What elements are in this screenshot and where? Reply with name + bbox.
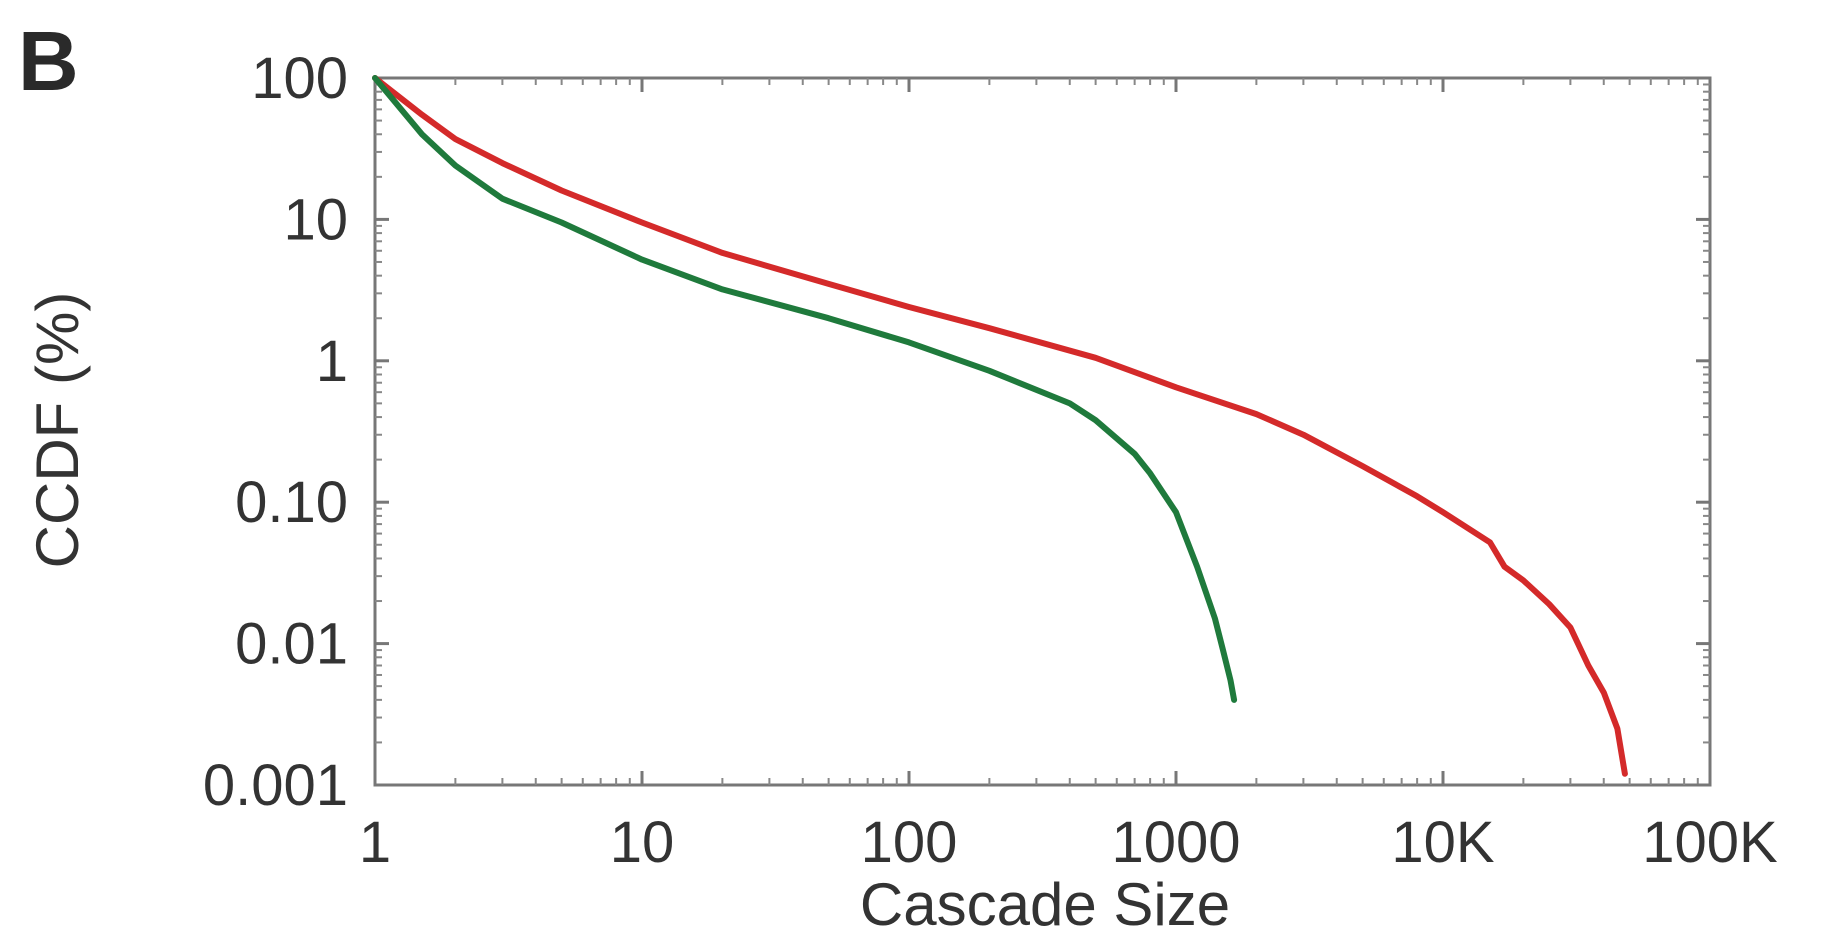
x-tick-label: 100K <box>1642 810 1778 875</box>
x-axis-title: Cascade Size <box>860 871 1230 938</box>
x-tick-label: 10 <box>610 810 675 875</box>
x-tick-label: 100 <box>861 810 958 875</box>
x-tick-label: 1000 <box>1111 810 1240 875</box>
y-axis-title: CCDF (%) <box>24 292 91 569</box>
y-tick-label: 0.001 <box>203 753 348 818</box>
y-tick-label: 0.10 <box>235 470 348 535</box>
x-tick-label: 1 <box>359 810 391 875</box>
y-tick-label: 100 <box>251 46 348 111</box>
axis-ticks <box>373 76 1712 787</box>
plot-frame <box>373 76 1712 787</box>
y-tick-label: 1 <box>316 329 348 394</box>
plot-border <box>373 76 1712 787</box>
series-line-1 <box>372 75 1628 777</box>
series-group <box>372 75 1628 777</box>
y-tick-label: 0.01 <box>235 612 348 677</box>
x-tick-label: 10K <box>1391 810 1495 875</box>
series-line-2 <box>372 75 1238 703</box>
panel-label: B <box>18 14 79 108</box>
y-tick-label: 10 <box>283 187 348 252</box>
tick-labels: 1 10 100 1000 10K 100K 100 10 1 0.10 0.01 0.001 <box>203 46 1778 875</box>
